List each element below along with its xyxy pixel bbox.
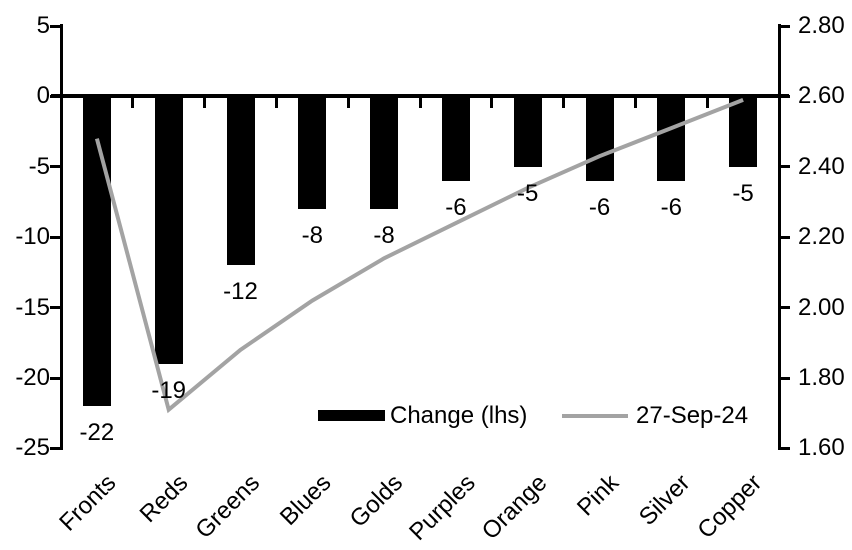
left-axis-tick-label: -15 <box>15 293 50 321</box>
category-label-copper: Copper <box>692 469 768 545</box>
legend: Change (lhs) 27-Sep-24 <box>0 400 852 440</box>
category-label-greens: Greens <box>190 469 265 545</box>
legend-bar-label: Change (lhs) <box>390 402 528 429</box>
x-axis-tick <box>203 98 207 109</box>
x-axis-tick <box>274 98 278 109</box>
line-series-path <box>94 98 744 414</box>
category-label-golds: Golds <box>345 469 409 533</box>
legend-line-swatch <box>562 414 628 418</box>
bar-value-label: -5 <box>732 179 754 207</box>
category-label-fronts: Fronts <box>54 469 122 537</box>
left-axis-line <box>60 24 63 451</box>
bar-value-label: -5 <box>517 179 539 207</box>
left-axis-tick-label: 0 <box>36 82 50 110</box>
right-axis-tick <box>780 24 790 28</box>
right-axis-tick <box>780 446 790 450</box>
bar-value-label: -22 <box>79 419 115 447</box>
bar-golds <box>370 95 399 210</box>
legend-bar-swatch <box>318 410 385 421</box>
x-axis-tick <box>633 98 637 109</box>
left-axis-tick <box>50 446 61 450</box>
left-axis-tick-label: -25 <box>15 434 50 462</box>
category-label-purples: Purples <box>403 469 481 546</box>
right-axis-tick <box>780 94 790 98</box>
bar-value-label: -6 <box>445 193 467 221</box>
left-axis-tick <box>50 94 61 98</box>
x-axis-tick <box>418 98 422 109</box>
x-axis-tick <box>490 98 494 109</box>
bar-fronts <box>82 95 111 407</box>
right-axis-tick <box>780 165 790 169</box>
left-axis-tick-label: -20 <box>15 364 50 391</box>
right-axis-tick-label: 2.20 <box>798 223 845 251</box>
left-axis-tick <box>50 235 61 239</box>
left-axis-tick <box>50 165 61 169</box>
left-axis-tick-label: -10 <box>15 223 50 251</box>
bar-value-label: -8 <box>301 222 323 250</box>
bar-value-label: -8 <box>373 222 395 250</box>
right-axis-tick <box>780 235 790 239</box>
bar-value-label: -12 <box>223 278 258 306</box>
right-axis-tick-label: 2.60 <box>798 82 845 110</box>
bar-purples <box>441 95 470 181</box>
bar-silver <box>657 95 686 181</box>
right-axis-tick <box>780 376 790 380</box>
legend-line-label: 27-Sep-24 <box>636 402 749 429</box>
left-axis-tick-label: 5 <box>36 12 50 39</box>
category-label-reds: Reds <box>134 469 194 529</box>
right-axis-tick-label: 2.00 <box>798 293 845 321</box>
category-label-blues: Blues <box>275 469 337 531</box>
bar-value-label: -6 <box>588 193 611 221</box>
category-label-orange: Orange <box>476 469 553 545</box>
category-label-silver: Silver <box>634 469 696 531</box>
left-axis-tick-label: -5 <box>28 152 50 180</box>
left-axis-tick <box>50 306 61 310</box>
category-label-pink: Pink <box>571 469 624 522</box>
right-axis-tick-label: 1.60 <box>798 434 845 462</box>
bar-orange <box>513 95 542 167</box>
bar-copper <box>729 95 758 167</box>
bar-value-label: -6 <box>660 193 682 221</box>
zero-axis-line <box>51 94 789 99</box>
x-axis-tick <box>346 98 350 109</box>
right-axis-tick-label: 2.80 <box>798 12 845 39</box>
left-axis-tick <box>50 376 61 380</box>
right-axis-tick <box>780 306 790 310</box>
right-axis-line <box>778 24 781 451</box>
bar-pink <box>585 95 614 181</box>
x-axis-tick <box>705 98 709 109</box>
bar-reds <box>154 95 183 364</box>
bar-greens <box>226 95 255 266</box>
left-axis-tick <box>50 24 61 28</box>
right-axis-tick-label: 2.40 <box>798 152 845 180</box>
x-axis-tick <box>131 98 135 109</box>
x-axis-tick <box>562 98 566 109</box>
bar-blues <box>298 95 327 210</box>
right-axis-tick-label: 1.80 <box>798 364 845 391</box>
